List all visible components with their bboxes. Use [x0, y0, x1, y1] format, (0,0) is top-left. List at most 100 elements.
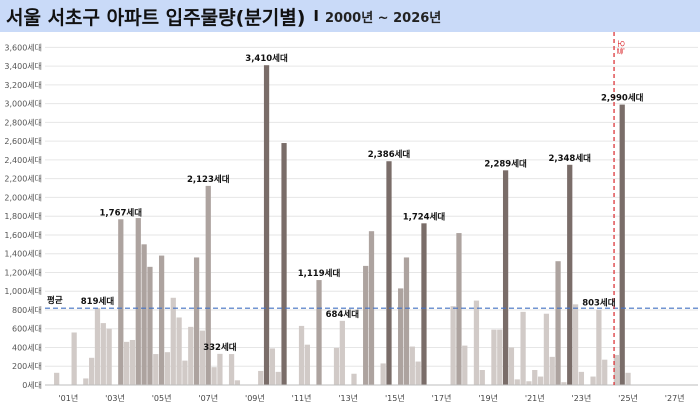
chart-bar [613, 354, 619, 385]
chart-bar [275, 371, 281, 385]
y-tick-label: 2,200세대 [4, 175, 42, 184]
bar-chart: 0세대 200세대 400세대 600세대 800세대 1,000세대 1,200세대 1,4… [4, 32, 698, 403]
chart-bar [228, 354, 235, 385]
chart-bar [193, 257, 200, 385]
chart-bar [578, 371, 585, 385]
chart-bar [508, 347, 515, 385]
chart-bar [217, 353, 223, 385]
y-tick-label: 3,600세대 [4, 43, 42, 52]
chart-bar [491, 329, 497, 385]
y-tick-label: 2,800세대 [4, 118, 42, 127]
chart-bar [316, 280, 322, 385]
chart-bar [118, 219, 124, 385]
y-tick-label: 1,800세대 [4, 212, 42, 221]
x-tick-label: '19년 [478, 393, 498, 403]
chart-bar [462, 345, 468, 385]
chart-bar [129, 339, 136, 385]
chart-bar [403, 257, 410, 385]
chart-subtitle: 2000년 ~ 2026년 [325, 10, 442, 26]
chart-bar [211, 367, 217, 385]
x-tick-label: '25년 [618, 393, 638, 403]
y-tick-label: 2,600세대 [4, 137, 42, 146]
y-tick-label: 2,400세대 [4, 156, 42, 165]
chart-bar [158, 255, 165, 385]
y-tick-label: 200세대 [12, 362, 42, 371]
chart-bar [106, 328, 112, 385]
chart-bar [450, 306, 456, 385]
chart-bar [619, 104, 625, 385]
data-label: 3,410세대 [245, 53, 288, 64]
chart-bar [269, 348, 276, 385]
title-separator: I [313, 7, 320, 25]
x-tick-label: '01년 [58, 393, 78, 403]
y-tick-label: 3,000세대 [4, 100, 42, 109]
chart-bar [83, 378, 89, 385]
data-label: 1,119세대 [298, 268, 341, 279]
data-label: 2,123세대 [187, 174, 230, 185]
y-tick-label: 800세대 [12, 306, 42, 315]
chart-bar [543, 313, 550, 385]
chart-bar [409, 346, 415, 385]
chart-bar [497, 329, 503, 385]
chart-bar [205, 185, 211, 385]
chart-bar [71, 332, 77, 385]
chart-bar [54, 372, 60, 385]
y-tick-label: 0세대 [22, 381, 42, 390]
y-tick-label: 3,400세대 [4, 62, 42, 71]
chart-bar [351, 373, 357, 385]
x-tick-label: '11년 [292, 393, 312, 403]
x-tick-label: '07년 [198, 393, 218, 403]
data-label: 2,289세대 [484, 158, 527, 169]
chart-bar [526, 381, 532, 385]
chart-bar [199, 330, 206, 385]
chart-bar [234, 380, 241, 385]
chart-bar [176, 317, 182, 385]
data-label: 332세대 [203, 342, 237, 353]
chart-bar [124, 341, 130, 385]
y-tick-label: 1,400세대 [4, 250, 42, 259]
x-tick-label: '27년 [665, 393, 685, 403]
chart-bar [415, 361, 421, 385]
chart-bar [532, 369, 538, 385]
chart-bar [590, 376, 596, 385]
chart-bar [398, 288, 404, 385]
chart-bar [94, 308, 101, 385]
chart-bar [537, 376, 544, 385]
chart-bar [602, 359, 608, 385]
x-tick-label: '15년 [385, 393, 405, 403]
chart-bar [514, 379, 520, 385]
x-tick-label: '23년 [572, 393, 592, 403]
chart-bar [386, 161, 392, 385]
chart-bar [380, 363, 386, 385]
chart-bar [555, 261, 561, 385]
chart-bar [549, 356, 555, 385]
data-label: 2,386세대 [368, 149, 411, 160]
chart-bar [421, 223, 427, 385]
chart-bar [567, 164, 573, 385]
chart-bar [170, 297, 176, 385]
today-label: 오늘 [616, 40, 625, 55]
chart-bar [147, 266, 153, 385]
chart-bar [141, 244, 147, 385]
y-tick-label: 1,200세대 [4, 268, 42, 277]
data-label: 819세대 [81, 296, 115, 307]
y-tick-label: 600세대 [12, 325, 42, 334]
chart-bar [473, 300, 480, 385]
chart-bar [89, 357, 95, 385]
chart-bar [368, 231, 375, 385]
chart-title: 서울 서초구 아파트 입주물량(분기별) [6, 6, 306, 29]
chart-bar [263, 65, 270, 385]
chart-bar [153, 354, 159, 385]
x-tick-label: '03년 [105, 393, 125, 403]
average-label: 평균 [47, 295, 63, 306]
chart-bar [304, 344, 310, 385]
y-tick-label: 1,000세대 [4, 287, 42, 296]
data-label: 1,724세대 [403, 211, 446, 222]
chart-bar [572, 304, 579, 385]
data-label: 1,767세대 [100, 207, 143, 218]
x-tick-label: '09년 [245, 393, 265, 403]
chart-bar [502, 170, 509, 385]
data-label: 684세대 [326, 309, 360, 320]
y-tick-label: 1,600세대 [4, 231, 42, 240]
x-tick-label: '21년 [525, 393, 545, 403]
